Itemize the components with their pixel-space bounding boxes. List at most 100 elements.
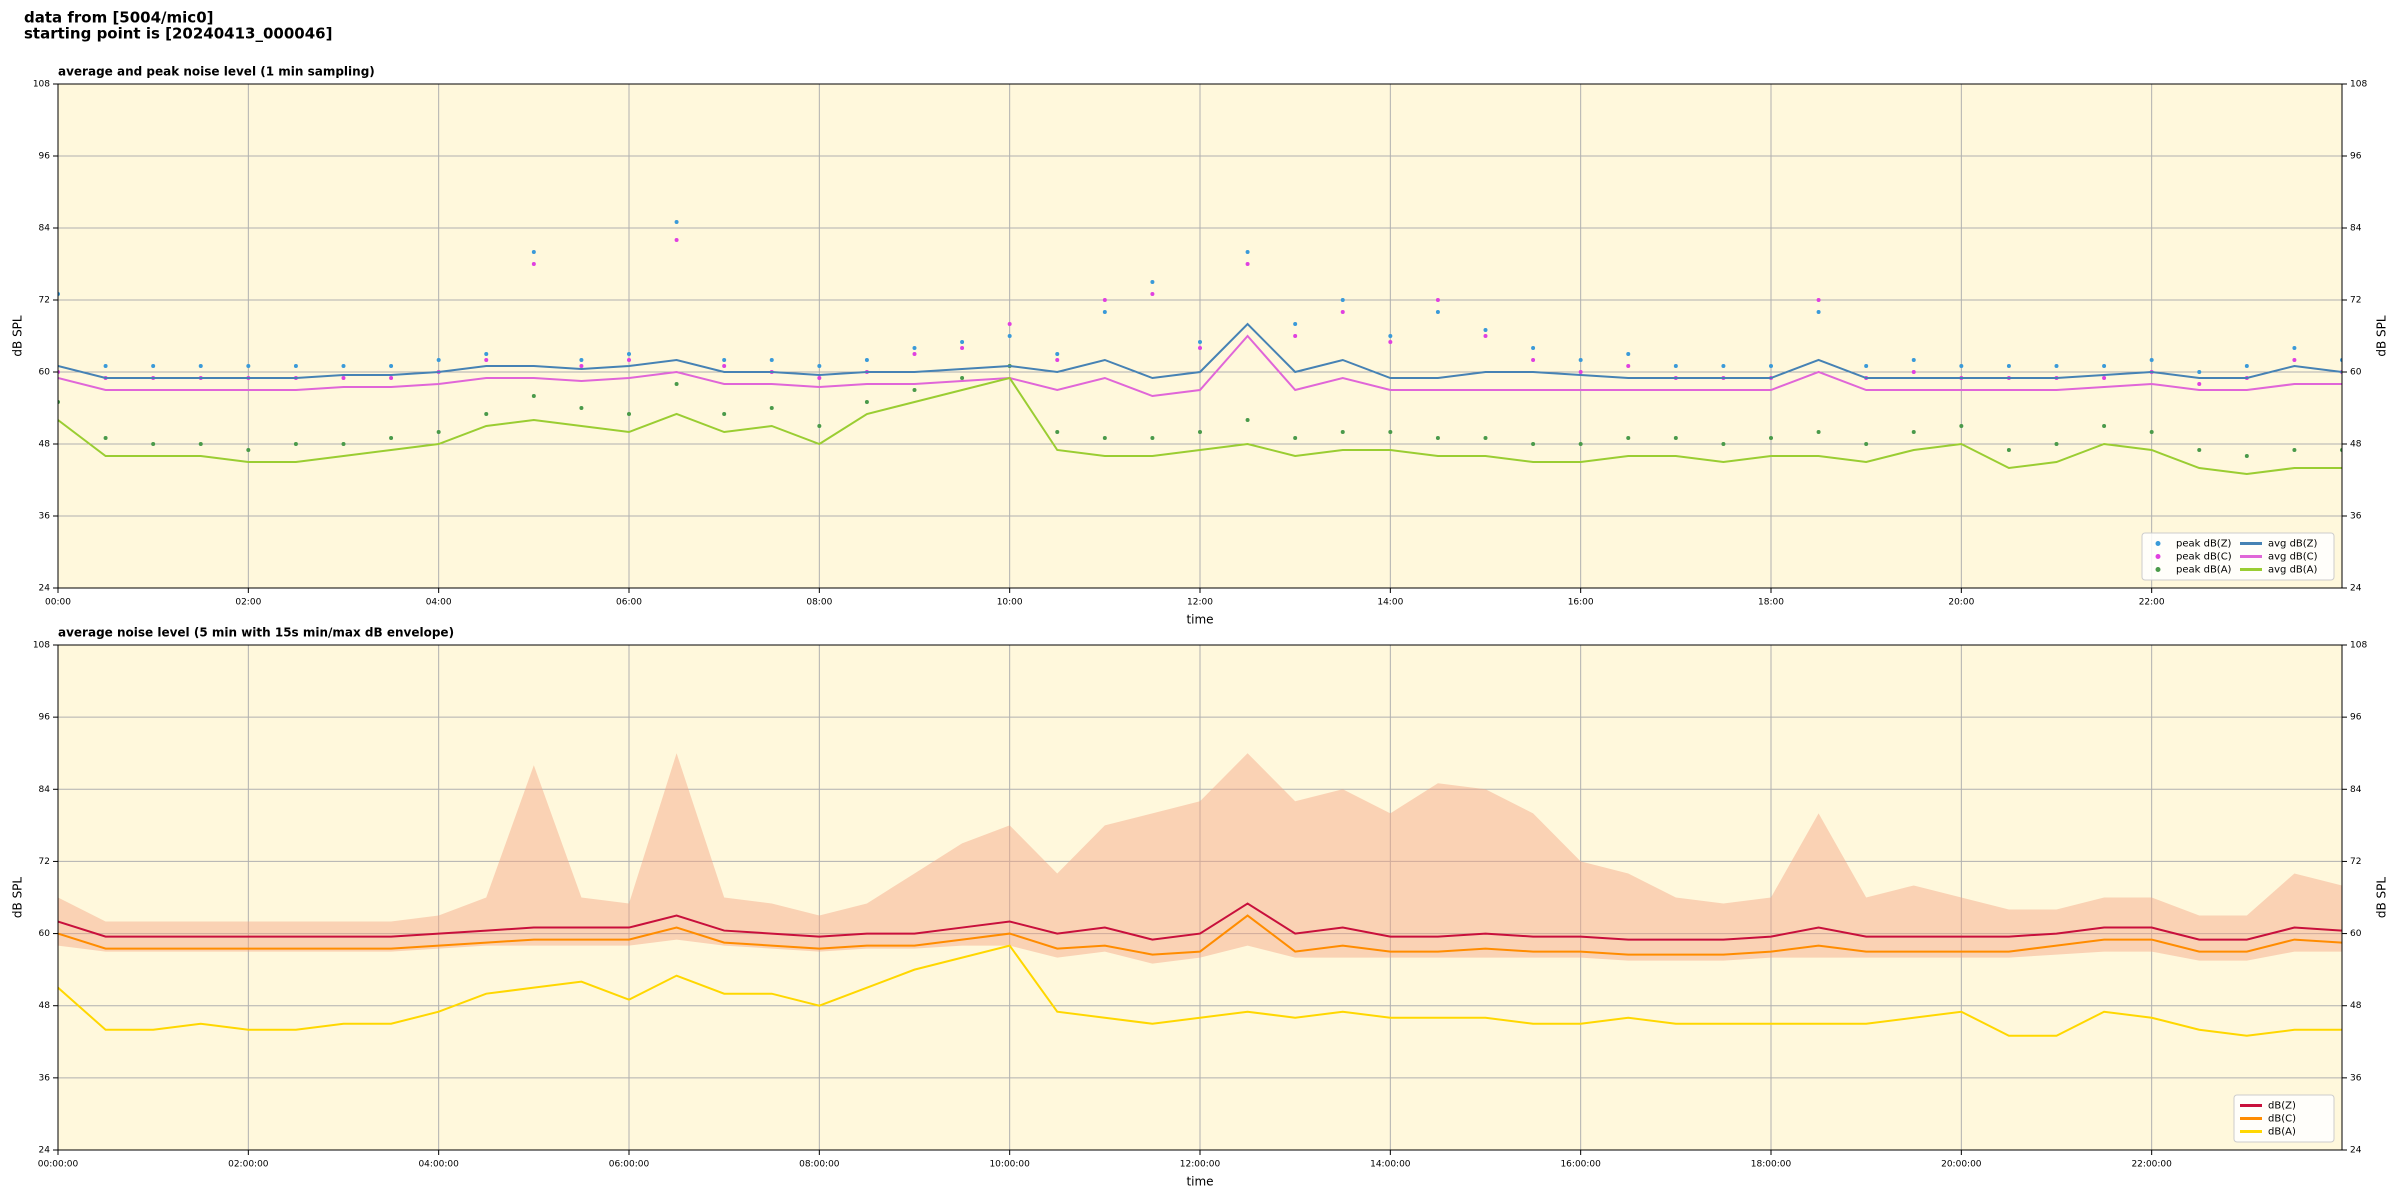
peak-point [198, 364, 203, 368]
peak-point [2054, 442, 2059, 446]
peak-point [1721, 442, 1726, 446]
peak-point [1388, 334, 1393, 338]
peak-point [769, 406, 774, 410]
peak-point [2292, 346, 2297, 350]
x-tick-label: 12:00 [1187, 598, 1213, 608]
legend-label: peak dB(Z) [2176, 539, 2232, 550]
series-line [58, 944, 2342, 1037]
y-tick-label: 84 [39, 785, 51, 795]
peak-point [1911, 430, 1916, 434]
peak-point [1911, 358, 1916, 362]
y-axis-label: dB SPL [2375, 315, 2389, 357]
peak-point [293, 442, 298, 446]
peak-point [103, 436, 108, 440]
y-tick-label: 108 [33, 641, 50, 651]
peak-point [912, 346, 917, 350]
y-tick-label: 60 [39, 368, 51, 378]
peak-point [1340, 310, 1345, 314]
series-line [58, 902, 2342, 941]
peak-point [1959, 424, 1964, 428]
peak-point [2149, 358, 2154, 362]
peak-point [103, 364, 108, 368]
legend-label: peak dB(C) [2176, 552, 2232, 563]
peak-point [817, 376, 822, 380]
peak-point [1673, 436, 1678, 440]
y-tick-label: 96 [39, 713, 51, 723]
peak-point [1769, 436, 1773, 440]
y-tick-label: 24 [2350, 1146, 2362, 1156]
peak-point [1055, 352, 1060, 356]
legend-marker [2155, 554, 2161, 559]
peak-point [1007, 322, 1012, 326]
peak-point [722, 358, 727, 362]
x-tick-label: 10:00:00 [989, 1160, 1030, 1170]
peak-point [2006, 448, 2011, 452]
peak-point [293, 364, 298, 368]
peak-point [722, 412, 727, 416]
x-tick-label: 00:00:00 [38, 1160, 79, 1170]
peak-point [2197, 448, 2202, 452]
x-tick-label: 10:00 [997, 598, 1023, 608]
x-tick-label: 20:00:00 [1941, 1160, 1982, 1170]
y-axis-label: dB SPL [11, 315, 25, 357]
peak-point [531, 262, 536, 266]
peak-point [1340, 430, 1345, 434]
peak-point [817, 424, 822, 428]
y-tick-label: 48 [2350, 440, 2362, 450]
y-tick-label: 36 [2350, 512, 2362, 522]
peak-point [674, 382, 679, 386]
peak-point [1626, 436, 1631, 440]
peak-point [436, 358, 441, 362]
peak-point [2006, 364, 2011, 368]
peak-point [960, 340, 965, 344]
y-tick-label: 72 [39, 296, 50, 306]
peak-point [2197, 370, 2202, 374]
peak-point [1055, 430, 1060, 434]
plot-area [58, 753, 2342, 1037]
peak-point [198, 442, 203, 446]
y-tick-label: 48 [2350, 1001, 2362, 1011]
y-tick-label: 108 [2350, 80, 2367, 90]
y-tick-label: 108 [33, 80, 50, 90]
legend-label: dB(Z) [2268, 1101, 2296, 1112]
plot-frame [57, 644, 2343, 1151]
peak-point [722, 364, 727, 368]
peak-point [769, 358, 774, 362]
peak-point [1293, 334, 1298, 338]
y-tick-label: 72 [2350, 857, 2361, 867]
y-tick-label: 60 [2350, 929, 2362, 939]
peak-point [2102, 364, 2107, 368]
y-axis-label: dB SPL [11, 877, 25, 919]
plot-frame [57, 83, 2343, 589]
x-tick-label: 02:00 [235, 598, 261, 608]
legend-marker [2155, 567, 2161, 572]
x-tick-label: 00:00 [45, 598, 71, 608]
x-tick-label: 02:00:00 [228, 1160, 269, 1170]
peak-point [1435, 310, 1440, 314]
peak-point [1626, 352, 1631, 356]
x-tick-label: 06:00 [616, 598, 642, 608]
peak-point [1626, 364, 1631, 368]
y-tick-label: 24 [2350, 584, 2362, 594]
peak-point [960, 376, 965, 380]
peak-point [1816, 310, 1821, 314]
peak-point [864, 358, 869, 362]
peak-point [1388, 340, 1393, 344]
peak-point [1102, 298, 1107, 302]
peak-point [1483, 334, 1488, 338]
series-line [58, 376, 2342, 476]
x-tick-label: 18:00:00 [1751, 1160, 1792, 1170]
header-line: data from [5004/mic0] [24, 9, 214, 27]
legend-label: avg dB(C) [2268, 552, 2318, 563]
y-tick-label: 96 [39, 152, 51, 162]
series-line [58, 334, 2342, 398]
peak-point [1531, 358, 1536, 362]
peak-point [341, 442, 346, 446]
peak-point [1721, 364, 1726, 368]
x-tick-label: 08:00:00 [799, 1160, 840, 1170]
peak-point [1911, 370, 1916, 374]
peak-point [579, 364, 584, 368]
peak-point [1673, 364, 1678, 368]
legend-label: avg dB(A) [2268, 565, 2318, 576]
peak-point [1007, 334, 1012, 338]
